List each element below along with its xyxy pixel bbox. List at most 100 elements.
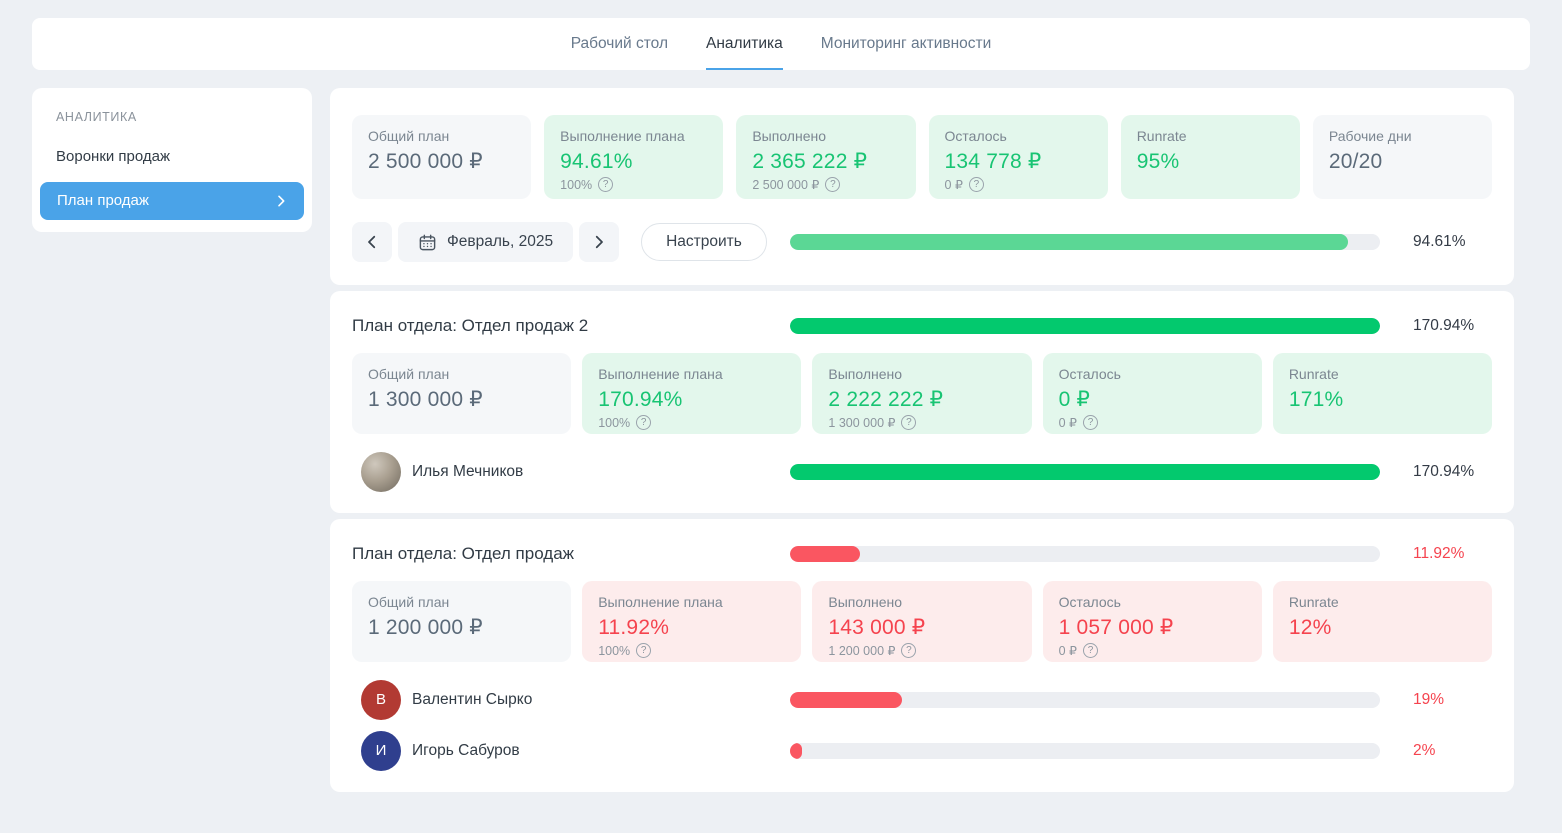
stat-label: Общий план: [368, 366, 450, 382]
stat-label: Осталось: [1058, 594, 1121, 610]
help-icon[interactable]: ?: [636, 415, 652, 430]
stat-value: 94.61%: [560, 150, 633, 173]
member-progress-value: 2%: [1413, 741, 1436, 759]
member-info: В Валентин Сырко: [352, 679, 790, 720]
stat-label: Общий план: [368, 594, 450, 610]
stat-value: 0 ₽: [1058, 388, 1091, 411]
stat-value: 1 200 000 ₽: [368, 616, 483, 639]
member-row-ilya-mechnikov: Илья Мечников 170.94%: [352, 451, 1492, 492]
sales-dept-2-stat-tile-plan-completion: Выполнение плана 170.94% 100%?: [582, 353, 802, 434]
help-icon[interactable]: ?: [968, 177, 984, 192]
department-card-sales-dept: План отдела: Отдел продаж 11.92% Общий пла…: [330, 519, 1514, 792]
help-icon[interactable]: ?: [1083, 415, 1098, 430]
stat-label: Рабочие дни: [1328, 128, 1412, 144]
sales-dept-stat-tile-total-plan: Общий план 1 200 000 ₽: [352, 581, 572, 662]
member-info: Илья Мечников: [352, 451, 790, 492]
department-cards: План отдела: Отдел продаж 2 170.94% Общий …: [330, 291, 1514, 792]
member-avatar-initials: И: [361, 730, 401, 771]
next-period-button[interactable]: [579, 222, 620, 262]
department-progress-value: 170.94%: [1413, 317, 1475, 334]
member-name: Илья Мечников: [412, 462, 524, 480]
stat-sub: 100%?: [598, 643, 785, 658]
member-avatar-photo: [361, 451, 401, 492]
stat-sub-value: 0 ₽: [1058, 644, 1077, 658]
summary-progress-value: 94.61%: [1413, 233, 1466, 250]
help-icon[interactable]: ?: [901, 643, 917, 658]
stat-label: Выполнено: [752, 128, 827, 144]
member-progress-bar: [790, 742, 1380, 759]
stat-value: 2 222 222 ₽: [828, 388, 944, 411]
summary-stat-tile-working-days: Рабочие дни 20/20: [1312, 115, 1493, 199]
stat-sub-value: 100%: [598, 415, 631, 430]
summary-progress-fill: [790, 234, 1349, 250]
chevron-right-icon: [273, 193, 289, 209]
sales-dept-stat-tile-completed: Выполнено 143 000 ₽ 1 200 000 ₽?: [812, 581, 1032, 662]
summary-progress-bar: [790, 234, 1380, 250]
sales-dept-2-stat-tile-completed: Выполнено 2 222 222 ₽ 1 300 000 ₽?: [812, 353, 1032, 434]
stat-sub: 1 200 000 ₽?: [828, 643, 1015, 658]
department-stat-tiles: Общий план 1 300 000 ₽ Выполнение плана 170…: [352, 353, 1493, 434]
member-name: Игорь Сабуров: [412, 741, 520, 759]
member-progress-bar: [790, 463, 1380, 480]
summary-stat-tile-plan-completion: Выполнение плана 94.61% 100%?: [544, 115, 724, 199]
help-icon[interactable]: ?: [636, 643, 652, 658]
stat-sub-value: 1 200 000 ₽: [828, 644, 896, 658]
top-tabs: Рабочий стол Аналитика Мониторинг активнос…: [570, 18, 992, 70]
help-icon[interactable]: ?: [598, 177, 614, 192]
stat-label: Выполнено: [828, 366, 903, 382]
summary-stat-tile-remaining: Осталось 134 778 ₽ 0 ₽?: [928, 115, 1108, 199]
stat-sub-value: 2 500 000 ₽: [752, 178, 820, 192]
stat-value: 1 300 000 ₽: [368, 388, 483, 411]
stat-sub: 0 ₽?: [1059, 643, 1246, 658]
stat-value: 143 000 ₽: [828, 616, 926, 639]
help-icon[interactable]: ?: [901, 415, 917, 430]
stat-sub-value: 100%: [560, 177, 593, 192]
help-icon[interactable]: ?: [825, 177, 841, 192]
help-icon[interactable]: ?: [1083, 643, 1098, 658]
sidebar-item-sales-plan[interactable]: План продаж: [40, 182, 304, 220]
department-progress-value: 11.92%: [1413, 545, 1465, 562]
stat-sub: 2 500 000 ₽?: [752, 177, 899, 192]
stat-label: Runrate: [1136, 128, 1187, 144]
department-progress-fill: [790, 546, 861, 562]
top-navigation: Рабочий стол Аналитика Мониторинг активнос…: [32, 18, 1530, 70]
sales-dept-stat-tile-runrate: Runrate 12%: [1272, 581, 1493, 662]
sales-dept-stat-tile-remaining: Осталось 1 057 000 ₽ 0 ₽?: [1042, 581, 1262, 662]
stat-sub-value: 100%: [598, 643, 631, 658]
department-card-sales-dept-2: План отдела: Отдел продаж 2 170.94% Общий …: [330, 291, 1514, 513]
member-progress-fill: [790, 691, 903, 708]
sidebar: АНАЛИТИКА Воронки продаж План продаж: [32, 88, 312, 232]
stat-value: 171%: [1288, 388, 1344, 411]
stat-sub: 0 ₽?: [1059, 415, 1246, 430]
stat-sub-value: 0 ₽: [944, 178, 963, 192]
calendar-icon: [418, 233, 437, 252]
stat-label: Runrate: [1288, 366, 1339, 382]
sidebar-item-sales-funnels[interactable]: Воронки продаж: [56, 149, 304, 165]
previous-period-button[interactable]: [352, 222, 392, 262]
stat-label: Общий план: [368, 128, 450, 144]
member-info: И Игорь Сабуров: [352, 730, 790, 771]
member-name: Валентин Сырко: [412, 690, 533, 708]
member-progress-fill: [790, 463, 1380, 480]
stat-sub: 100%?: [598, 415, 785, 430]
member-progress-fill: [790, 742, 802, 759]
stat-sub: 1 300 000 ₽?: [828, 415, 1015, 430]
tab-analytics[interactable]: Аналитика: [706, 18, 783, 70]
summary-card: Общий план 2 500 000 ₽ Выполнение плана 94.…: [330, 88, 1514, 285]
sidebar-section-title: АНАЛИТИКА: [56, 110, 137, 124]
stat-sub-value: 1 300 000 ₽: [828, 416, 896, 430]
tab-desktop[interactable]: Рабочий стол: [570, 34, 669, 52]
stat-label: Осталось: [1058, 366, 1121, 382]
tab-activity-monitoring[interactable]: Мониторинг активности: [820, 34, 992, 52]
period-selector-button[interactable]: Февраль, 2025: [398, 222, 574, 262]
department-progress-bar: [790, 546, 1380, 562]
member-progress-value: 170.94%: [1413, 462, 1475, 480]
member-avatar-initials: В: [361, 679, 401, 720]
stat-value: 2 365 222 ₽: [752, 150, 868, 173]
configure-button[interactable]: Настроить: [641, 223, 767, 261]
stat-label: Выполнение плана: [598, 594, 723, 610]
chevron-left-icon: [363, 233, 381, 251]
sidebar-items: Воронки продаж План продаж: [40, 149, 304, 220]
sales-dept-2-stat-tile-total-plan: Общий план 1 300 000 ₽: [352, 353, 572, 434]
stat-label: Осталось: [944, 128, 1007, 144]
